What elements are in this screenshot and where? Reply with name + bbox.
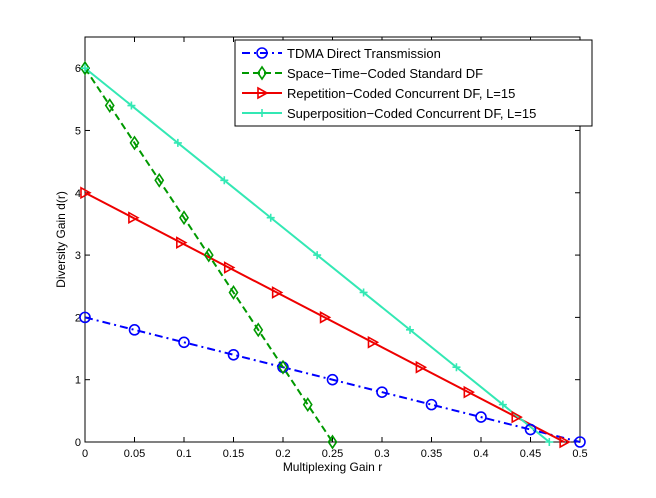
data-point-tdma-direct-transmission (475, 411, 487, 423)
y-tick-label: 3 (75, 250, 81, 262)
data-point-tdma-direct-transmission (178, 336, 190, 349)
data-point-space-time-coded-standard-df (327, 434, 338, 450)
data-point-tdma-direct-transmission (574, 436, 586, 448)
data-point-superposition-coded-concurrent-df-l-15 (81, 64, 89, 73)
legend-marker-repetition-coded-concurrent-df-l-15 (257, 86, 269, 100)
data-point-tdma-direct-transmission (79, 311, 91, 324)
data-point-superposition-coded-concurrent-df-l-15 (406, 325, 415, 334)
series-line-tdma-direct-transmission (84, 316, 581, 443)
series-line-repetition-coded-concurrent-df-l-15 (84, 191, 565, 443)
x-tick-label: 0 (82, 448, 88, 460)
y-tick-label: 4 (75, 188, 81, 200)
data-point-space-time-coded-standard-df (228, 285, 239, 300)
data-point-repetition-coded-concurrent-df-l-15 (271, 286, 284, 299)
data-point-tdma-direct-transmission (326, 373, 339, 386)
x-tick-label: 0.05 (124, 448, 145, 460)
data-point-superposition-coded-concurrent-df-l-15 (313, 251, 322, 260)
series-line-space-time-coded-standard-df (84, 67, 334, 443)
data-point-tdma-direct-transmission (524, 423, 537, 436)
data-point-superposition-coded-concurrent-df-l-15 (266, 213, 275, 222)
data-point-superposition-coded-concurrent-df-l-15 (452, 363, 461, 372)
legend-label-tdma-direct-transmission: TDMA Direct Transmission (287, 46, 441, 61)
legend-label-superposition-coded-concurrent-df-l-15: Superposition−Coded Concurrent DF, L=15 (287, 106, 536, 121)
data-point-repetition-coded-concurrent-df-l-15 (415, 360, 428, 374)
data-point-repetition-coded-concurrent-df-l-15 (511, 410, 523, 424)
data-point-superposition-coded-concurrent-df-l-15 (173, 138, 182, 147)
y-tick-label: 6 (75, 63, 81, 75)
data-point-superposition-coded-concurrent-df-l-15 (498, 400, 507, 409)
x-tick-label: 0.1 (176, 448, 191, 460)
data-point-repetition-coded-concurrent-df-l-15 (367, 335, 380, 349)
data-point-superposition-coded-concurrent-df-l-15 (220, 176, 229, 185)
data-point-space-time-coded-standard-df (278, 359, 288, 375)
data-point-tdma-direct-transmission (425, 398, 438, 411)
legend-label-space-time-coded-standard-df: Space−Time−Coded Standard DF (287, 66, 483, 81)
series-markers (79, 60, 586, 450)
data-point-space-time-coded-standard-df (80, 60, 90, 76)
data-point-space-time-coded-standard-df (104, 98, 115, 113)
legend-label-repetition-coded-concurrent-df-l-15: Repetition−Coded Concurrent DF, L=15 (287, 86, 515, 101)
data-point-tdma-direct-transmission (128, 324, 141, 336)
data-point-tdma-direct-transmission (227, 348, 240, 361)
y-tick-label: 5 (75, 125, 81, 137)
y-tick-label: 2 (75, 312, 81, 324)
data-point-space-time-coded-standard-df (302, 397, 313, 413)
x-axis-label: Multiplexing Gain r (283, 460, 382, 474)
legend-marker-superposition-coded-concurrent-df-l-15 (258, 109, 266, 117)
x-tick-label: 0.3 (374, 448, 389, 460)
data-point-repetition-coded-concurrent-df-l-15 (463, 385, 475, 399)
data-point-space-time-coded-standard-df (129, 135, 140, 151)
legend-marker-space-time-coded-standard-df (257, 65, 267, 81)
legend-marker-tdma-direct-transmission (256, 47, 268, 59)
data-point-tdma-direct-transmission (376, 386, 388, 398)
y-axis-label: Diversity Gain d(r) (54, 191, 68, 288)
x-tick-label: 0.5 (572, 448, 587, 460)
y-tick-label: 1 (75, 375, 81, 387)
data-point-repetition-coded-concurrent-df-l-15 (559, 435, 571, 449)
data-point-space-time-coded-standard-df (203, 247, 214, 263)
data-point-space-time-coded-standard-df (179, 210, 189, 226)
data-point-repetition-coded-concurrent-df-l-15 (128, 211, 140, 225)
y-tick-label: 0 (75, 437, 81, 449)
data-point-superposition-coded-concurrent-df-l-15 (127, 101, 136, 110)
data-point-repetition-coded-concurrent-df-l-15 (80, 186, 92, 200)
data-point-repetition-coded-concurrent-df-l-15 (319, 311, 332, 324)
data-point-space-time-coded-standard-df (253, 322, 264, 338)
data-point-superposition-coded-concurrent-df-l-15 (359, 288, 368, 297)
legend-box (234, 39, 593, 127)
data-point-superposition-coded-concurrent-df-l-15 (545, 438, 554, 446)
x-tick-label: 0.25 (322, 448, 343, 460)
x-tick-label: 0.15 (223, 448, 244, 460)
x-tick-label: 0.45 (520, 448, 541, 460)
data-point-space-time-coded-standard-df (154, 172, 165, 188)
y-axis-tick-labels: 0 1 2 3 4 5 6 (75, 63, 81, 449)
x-axis-tick-labels: 0 0.05 0.1 0.15 0.2 0.25 0.3 0.35 0.4 0.45 0.5 (82, 448, 588, 460)
legend: TDMA Direct Transmission Space−Time−Coded… (234, 39, 593, 127)
x-tick-label: 0.2 (275, 448, 290, 460)
x-tick-label: 0.4 (473, 448, 488, 460)
data-point-repetition-coded-concurrent-df-l-15 (176, 236, 188, 249)
x-tick-label: 0.35 (421, 448, 442, 460)
data-point-repetition-coded-concurrent-df-l-15 (223, 261, 236, 274)
